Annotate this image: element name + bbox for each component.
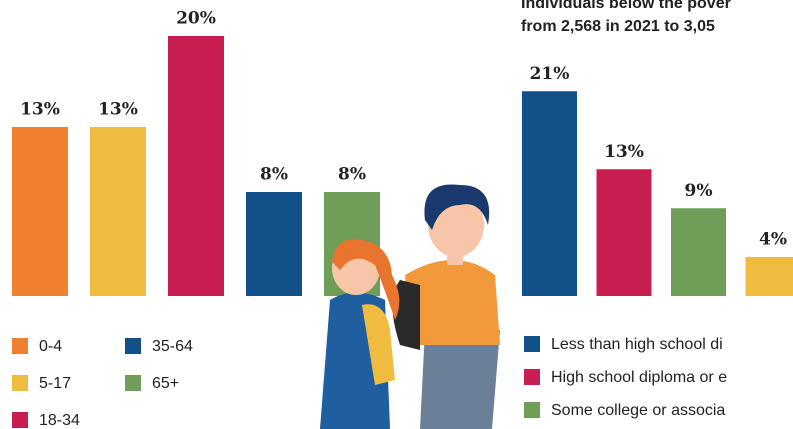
value-label: 8% [338, 165, 366, 185]
chart-title: from 2,568 in 2021 to 3,05 [521, 18, 715, 35]
legend-swatch [125, 375, 141, 391]
legend-label: Less than high school di [551, 336, 723, 353]
legend-swatch [12, 338, 28, 354]
legend-label: Some college or associa [551, 402, 725, 419]
chart-title: Individuals below the pover [521, 0, 731, 12]
value-label: 13% [20, 100, 60, 120]
legend-swatch [524, 336, 540, 352]
value-label: 13% [98, 100, 138, 120]
legend-swatch [524, 369, 540, 385]
bar [168, 36, 224, 296]
legend-label: High school diploma or e [551, 369, 727, 386]
value-label: 4% [759, 230, 787, 250]
bar [12, 127, 68, 296]
bar-chart: 13% 0-4 13% 5-17 20% 18-34 8% 35-64 8% 65+ [12, 9, 380, 429]
legend-swatch [12, 375, 28, 391]
bar-chart: Individuals below the pover from 2,568 in… [521, 0, 793, 419]
bar [671, 208, 726, 296]
bar [522, 91, 577, 296]
value-label: 8% [260, 165, 288, 185]
bar [90, 127, 146, 296]
legend-swatch [125, 338, 141, 354]
legend-label: 18-34 [39, 412, 80, 429]
legend-label: 0-4 [39, 338, 62, 355]
value-label: 13% [604, 142, 644, 162]
legend-label: 65+ [152, 375, 179, 392]
bar [596, 169, 652, 296]
bar [246, 192, 302, 296]
bar [745, 257, 793, 296]
legend-swatch [524, 402, 540, 418]
legend-swatch [12, 412, 28, 428]
value-label: 20% [176, 9, 216, 29]
legend-label: 35-64 [152, 338, 193, 355]
value-label: 9% [685, 181, 713, 201]
illustration [320, 184, 500, 429]
legend-label: 5-17 [39, 375, 71, 392]
value-label: 21% [530, 64, 570, 84]
